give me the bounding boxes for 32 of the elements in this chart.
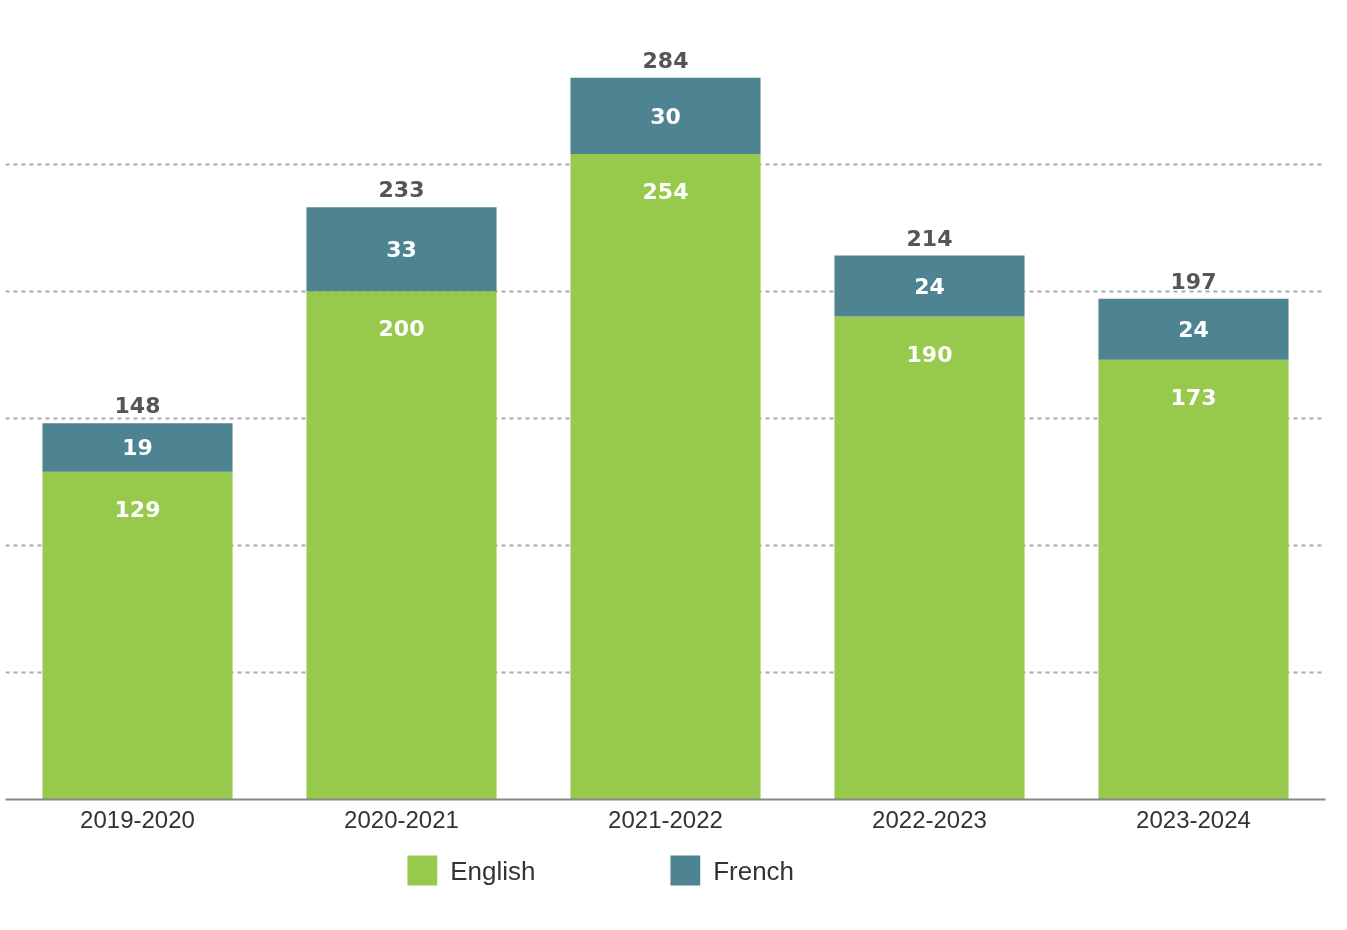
bar [1098, 359, 1289, 800]
x-tick-label: 2023-2024 [1136, 805, 1251, 833]
data-label: 190 [906, 341, 953, 367]
data-label: 33 [386, 237, 417, 263]
bar [570, 153, 761, 800]
total-label: 284 [642, 47, 689, 73]
data-label: 200 [378, 316, 425, 342]
x-tick-label: 2022-2023 [872, 805, 987, 833]
data-label: 24 [914, 274, 945, 300]
bar [834, 316, 1025, 800]
bar [834, 255, 1025, 317]
data-label: 129 [114, 496, 161, 522]
bar [570, 77, 761, 154]
legend-label: French [713, 855, 795, 886]
total-label: 214 [906, 225, 953, 251]
bar [42, 471, 233, 800]
total-label: 148 [114, 393, 161, 419]
x-tick-label: 2020-2021 [344, 805, 459, 833]
data-label: 30 [650, 103, 681, 129]
data-label: 173 [1170, 384, 1217, 410]
bar [42, 423, 233, 472]
bar [1098, 298, 1289, 360]
bar [306, 207, 497, 292]
x-tick-label: 2019-2020 [80, 805, 195, 833]
total-label: 233 [378, 177, 425, 203]
data-label: 254 [642, 178, 689, 204]
data-label: 24 [1178, 317, 1209, 343]
bar [306, 291, 497, 800]
x-tick-label: 2021-2022 [608, 805, 723, 833]
legend-label: English [450, 855, 536, 886]
total-label: 197 [1170, 268, 1217, 294]
data-label: 19 [122, 435, 153, 461]
